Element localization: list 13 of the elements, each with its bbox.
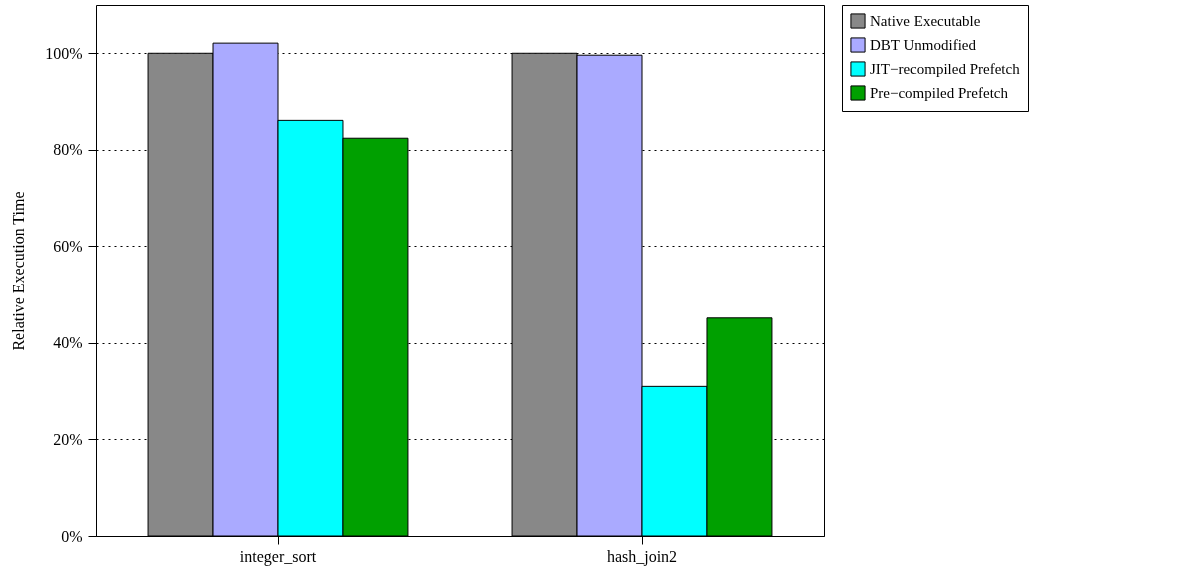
y-tick-label: 20% <box>53 430 83 448</box>
legend-label: Native Executable <box>870 13 981 29</box>
x-tick-label: integer_sort <box>239 547 317 566</box>
legend-label: DBT Unmodified <box>870 37 977 53</box>
y-axis-title: Relative Execution Time <box>10 191 28 351</box>
y-tick-label: 100% <box>45 44 83 62</box>
y-tick-label: 40% <box>53 334 83 352</box>
legend-label: Pre−compiled Prefetch <box>870 85 1009 101</box>
y-tick-label: 80% <box>53 141 83 159</box>
x-tick-label: hash_join2 <box>606 547 678 566</box>
legend-label: JIT−recompiled Prefetch <box>870 61 1021 77</box>
y-tick-label: 0% <box>61 527 83 545</box>
y-tick-label: 60% <box>53 237 83 255</box>
